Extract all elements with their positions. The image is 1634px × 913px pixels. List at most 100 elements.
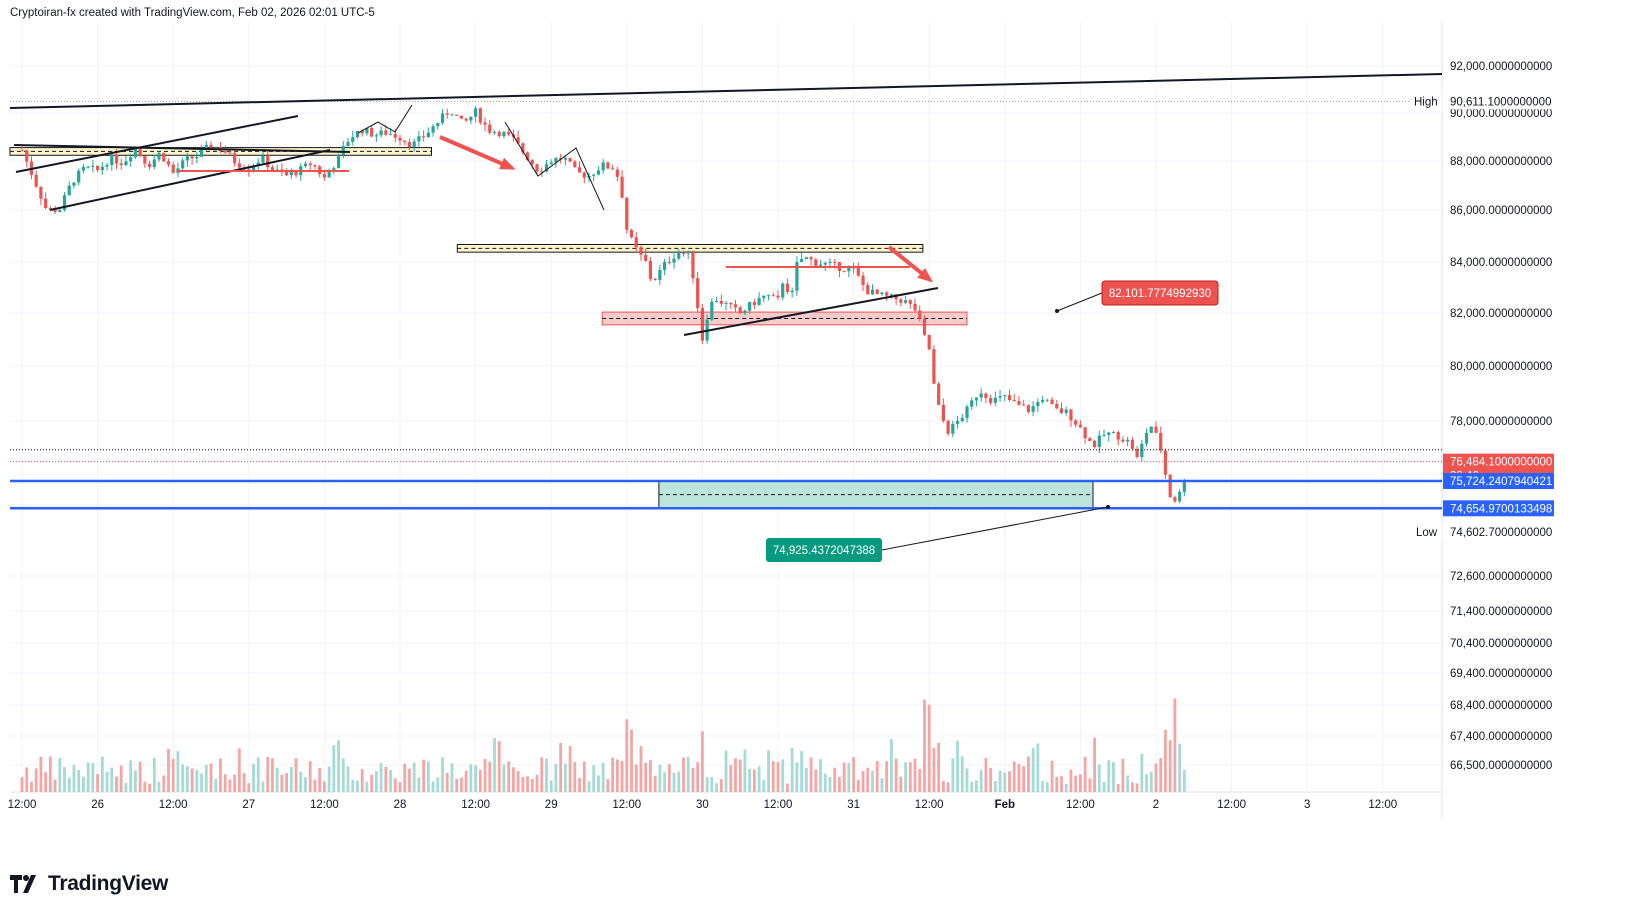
volume-bar xyxy=(44,772,48,792)
candle-body xyxy=(748,301,752,311)
trend-line[interactable] xyxy=(683,287,939,336)
candle-body xyxy=(1017,400,1021,405)
candle-body xyxy=(445,113,449,115)
candle-body xyxy=(20,150,24,152)
candle-body xyxy=(984,393,988,398)
candle-body xyxy=(374,135,378,137)
level-tag-value: 74,654.9700133498 xyxy=(1450,503,1552,515)
candle-body xyxy=(885,292,889,296)
volume-bar xyxy=(1173,698,1177,792)
volume-bar xyxy=(1126,775,1130,792)
candle-body xyxy=(606,162,610,169)
candle-body xyxy=(322,174,326,178)
candle-body xyxy=(313,165,317,167)
volume-bar xyxy=(100,756,104,792)
volume-bar xyxy=(96,773,99,792)
time-tick-label: 31 xyxy=(847,799,860,811)
candle-body xyxy=(1107,432,1111,435)
candle-body xyxy=(818,264,823,266)
volume-bar xyxy=(516,770,520,792)
volume-bar xyxy=(786,783,789,792)
volume-bar xyxy=(1064,783,1068,792)
candle-body xyxy=(908,300,912,304)
volume-tick-label: 66,500.0000000000 xyxy=(1450,760,1552,772)
volume-bar xyxy=(691,767,695,792)
projection-path[interactable] xyxy=(504,121,605,211)
projection-path[interactable] xyxy=(357,104,413,134)
volume-bar xyxy=(341,758,345,792)
trend-line[interactable] xyxy=(15,115,299,173)
candle-body xyxy=(256,162,260,166)
volume-bar xyxy=(776,761,780,792)
callout-box[interactable] xyxy=(1101,280,1219,306)
candle-body xyxy=(303,163,308,167)
low-value-bg xyxy=(1443,524,1554,540)
candle-body xyxy=(1121,439,1125,442)
price-axis[interactable]: 92,000.0000000000 90,000.0000000000 88,000… xyxy=(1450,61,1552,772)
volume-bar xyxy=(549,780,553,792)
candle-body xyxy=(96,165,100,171)
candle-body xyxy=(970,400,974,407)
volume-bar xyxy=(1182,769,1186,792)
volume-bar xyxy=(800,751,804,792)
volume-bar xyxy=(469,764,473,792)
candle-body xyxy=(39,186,43,199)
candle-body xyxy=(285,172,289,176)
trend-line[interactable] xyxy=(13,144,351,153)
volume-bar xyxy=(521,776,525,792)
candle-body xyxy=(327,171,331,178)
volume-bar xyxy=(294,758,298,792)
candle-body xyxy=(204,144,208,150)
volume-bar xyxy=(615,759,619,792)
volume-bar xyxy=(847,763,851,792)
candle-body xyxy=(440,113,445,124)
volume-bar xyxy=(951,758,955,792)
tradingview-logo[interactable]: TradingView xyxy=(10,872,168,896)
candle-body xyxy=(965,406,969,419)
time-tick-label: 3 xyxy=(1304,799,1310,811)
volume-bar xyxy=(1045,782,1049,792)
time-tick-label: 28 xyxy=(394,799,407,811)
volume-bar xyxy=(1145,774,1148,792)
volume-bar xyxy=(790,747,794,792)
callout-anchor xyxy=(1106,505,1110,509)
trend-drawings[interactable]: 82,101.7774992930 74,925.4372047388 xyxy=(9,73,1443,562)
candle-body xyxy=(1144,432,1149,444)
candle-body xyxy=(634,237,638,248)
candle-body xyxy=(762,295,766,299)
volume-bar xyxy=(823,773,827,792)
volume-bar xyxy=(280,774,284,792)
volume-bar xyxy=(852,757,855,792)
volume-bar xyxy=(426,761,430,792)
candle-body xyxy=(955,420,960,424)
red-arrow[interactable] xyxy=(887,245,934,283)
level-tag-bg xyxy=(1443,500,1554,517)
volume-bar xyxy=(351,779,355,792)
candle-body xyxy=(922,318,927,335)
volume-bar xyxy=(119,765,123,792)
trend-line[interactable] xyxy=(49,149,331,211)
candle-body xyxy=(237,163,241,168)
volume-bar xyxy=(412,762,416,792)
candle-body xyxy=(1050,399,1054,405)
time-tick-label: Feb xyxy=(995,799,1015,811)
volume-bar xyxy=(483,758,487,792)
candle-body xyxy=(866,284,870,295)
volume-bar xyxy=(738,759,742,792)
candle-body xyxy=(681,253,686,255)
volume-bar xyxy=(1060,776,1063,792)
time-tick-label: 12:00 xyxy=(310,799,339,811)
volume-bar xyxy=(134,770,137,792)
candle-body xyxy=(989,397,993,403)
candle-body xyxy=(100,166,104,171)
candle-body xyxy=(700,308,704,341)
candle-body xyxy=(171,164,175,173)
volume-bar xyxy=(885,761,889,792)
trend-line[interactable] xyxy=(9,73,1443,109)
callout-box[interactable] xyxy=(766,538,882,562)
candle-body xyxy=(185,156,189,161)
volume-bar xyxy=(979,770,983,792)
time-axis[interactable]: 12:00 26 12:00 27 12:00 28 12:00 29 12:00 30 12:00… xyxy=(8,799,1398,811)
red-arrow[interactable] xyxy=(439,135,516,170)
